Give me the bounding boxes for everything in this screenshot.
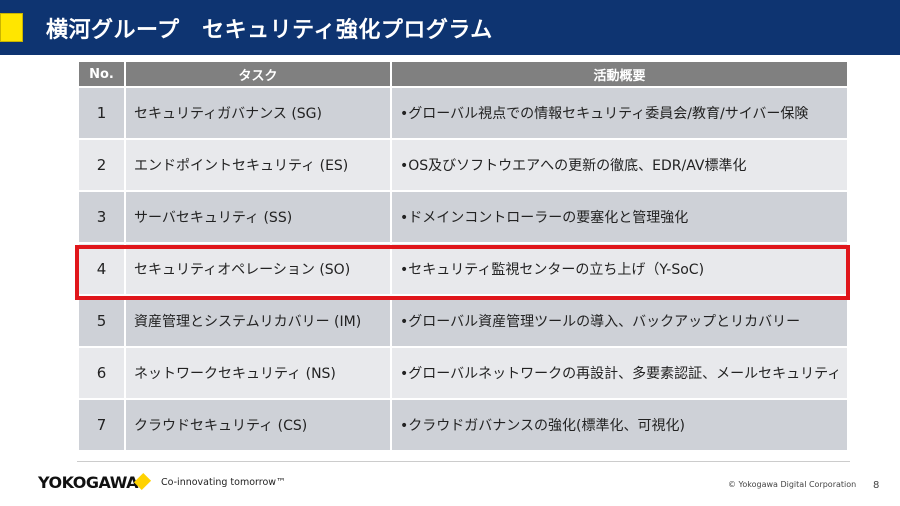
cell-task: サーバセキュリティ (SS) — [124, 190, 392, 244]
cell-no: 3 — [77, 190, 126, 244]
cell-no: 5 — [77, 294, 126, 348]
cell-task: エンドポイントセキュリティ (ES) — [124, 138, 392, 192]
cell-summary: •セキュリティ監視センターの立ち上げ（Y-SoC) — [390, 242, 849, 296]
page-number: 8 — [873, 480, 880, 491]
table-row: 7 クラウドセキュリティ (CS) •クラウドガバナンスの強化(標準化、可視化) — [77, 398, 849, 452]
cell-no: 1 — [77, 86, 126, 140]
cell-summary: •グローバルネットワークの再設計、多要素認証、メールセキュリティ — [390, 346, 849, 400]
table-header: No. タスク 活動概要 — [77, 60, 849, 88]
cell-task: セキュリティオペレーション (SO) — [124, 242, 392, 296]
cell-summary: •グローバル資産管理ツールの導入、バックアップとリカバリー — [390, 294, 849, 348]
yokogawa-logo: YOKOGAWA — [38, 473, 139, 492]
copyright: © Yokogawa Digital Corporation — [728, 480, 857, 489]
title-bar: 横河グループ セキュリティ強化プログラム — [0, 0, 900, 55]
cell-summary: •OS及びソフトウエアへの更新の徹底、EDR/AV標準化 — [390, 138, 849, 192]
cell-summary: •グローバル視点での情報セキュリティ委員会/教育/サイバー保険 — [390, 86, 849, 140]
table-row: 6 ネットワークセキュリティ (NS) •グローバルネットワークの再設計、多要素認証… — [77, 346, 849, 400]
col-no: No. — [77, 60, 126, 88]
slide-title: 横河グループ セキュリティ強化プログラム — [46, 18, 493, 43]
cell-task: ネットワークセキュリティ (NS) — [124, 346, 392, 400]
cell-task: セキュリティガバナンス (SG) — [124, 86, 392, 140]
cell-no: 4 — [77, 242, 126, 296]
cell-no: 7 — [77, 398, 126, 452]
col-task: タスク — [124, 60, 392, 88]
col-summary: 活動概要 — [390, 60, 849, 88]
cell-summary: •クラウドガバナンスの強化(標準化、可視化) — [390, 398, 849, 452]
cell-no: 6 — [77, 346, 126, 400]
table-row: 1 セキュリティガバナンス (SG) •グローバル視点での情報セキュリティ委員会/教… — [77, 86, 849, 140]
accent-square — [0, 13, 23, 42]
tagline: Co-innovating tomorrow™ — [161, 477, 286, 488]
table-row: 5 資産管理とシステムリカバリー (IM) •グローバル資産管理ツールの導入、バック… — [77, 294, 849, 348]
cell-task: クラウドセキュリティ (CS) — [124, 398, 392, 452]
cell-task: 資産管理とシステムリカバリー (IM) — [124, 294, 392, 348]
cell-summary: •ドメインコントローラーの要塞化と管理強化 — [390, 190, 849, 244]
highlight-box — [75, 245, 850, 300]
cell-no: 2 — [77, 138, 126, 192]
table-row: 4 セキュリティオペレーション (SO) •セキュリティ監視センターの立ち上げ（Y-… — [77, 242, 849, 296]
table-row: 2 エンドポイントセキュリティ (ES) •OS及びソフトウエアへの更新の徹底、ED… — [77, 138, 849, 192]
footer-divider — [77, 461, 850, 462]
task-table: No. タスク 活動概要 1 セキュリティガバナンス (SG) •グローバル視点での… — [77, 60, 849, 452]
table-row: 3 サーバセキュリティ (SS) •ドメインコントローラーの要塞化と管理強化 — [77, 190, 849, 244]
